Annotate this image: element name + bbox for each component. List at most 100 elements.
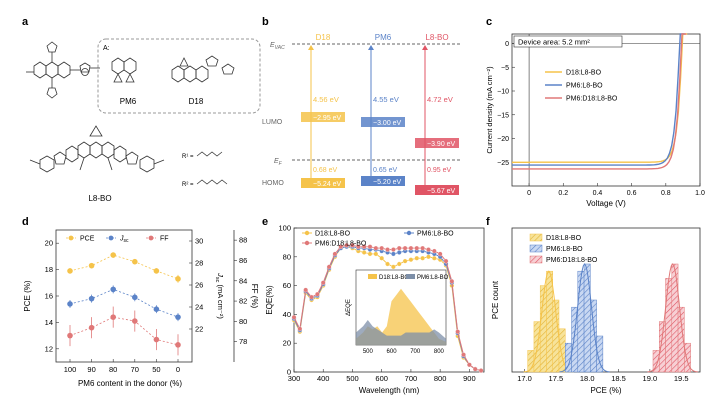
x-tick-label: 600 [375, 374, 388, 383]
eqe-point [291, 314, 297, 320]
jv-chart: 0 0.2 0.4 0.6 0.8 1.0 0 −5 −10 −15 −20 −25 Voltage (… [485, 33, 705, 208]
inset-x-tick-label: 600 [387, 349, 398, 355]
eqe-point [361, 250, 367, 255]
eqe-point [355, 244, 361, 250]
offset-label: 0.65 eV [373, 167, 397, 174]
panel-a: a A: [22, 16, 261, 203]
x-tick-label: 17.0 [517, 374, 532, 383]
r2-chain [196, 179, 228, 185]
histogram-bar [577, 270, 585, 373]
ef-label: EF [274, 158, 283, 167]
jv-curve-0 [512, 33, 688, 164]
y-tick-label: −15 [497, 112, 509, 119]
data-point [67, 268, 73, 274]
x-tick-label: 90 [87, 365, 95, 374]
lumo-bar [301, 112, 345, 122]
eqe-point [332, 251, 338, 257]
right2-tick-label: 84 [239, 276, 247, 285]
eqe-point [449, 278, 455, 284]
y-tick-label: −25 [497, 160, 509, 167]
histogram-bar [677, 306, 685, 373]
gap-label: 4.72 eV [427, 95, 453, 104]
x-tick-label: 900 [463, 374, 476, 383]
eqe-point [431, 255, 437, 261]
right1-tick-label: 30 [195, 237, 203, 246]
data-point [88, 295, 95, 302]
pm6-content-chart: 100 90 80 70 50 0 PM6 content in the donor (%)… [23, 229, 259, 388]
inset-area-1 [356, 320, 446, 345]
homo-value: −5.67 eV [427, 188, 456, 195]
eqe-point [426, 254, 431, 260]
inset-x-tick-label: 700 [410, 349, 421, 355]
y-tick-label: 60 [283, 281, 291, 290]
lumo-value: −3.00 eV [373, 120, 402, 127]
homo-bar [361, 176, 405, 186]
eqe-point [326, 264, 332, 270]
plot-frame [511, 227, 701, 373]
series-line-0 [69, 254, 179, 280]
eqe-point [437, 251, 443, 257]
panel-f: f 17.0 17.5 18.0 18.5 19.0 19.5 PCE (%) PCE cou… [486, 216, 701, 395]
l8bo-structure [29, 125, 165, 173]
x-tick-label: 17.5 [549, 374, 564, 383]
y-tick-label: −5 [501, 65, 509, 72]
energy-column-1: PM6 4.55 eV −3.00 eV −5.20 eV 0.65 eV [361, 33, 405, 186]
x-tick-label: 0 [176, 365, 180, 374]
data-point [153, 268, 160, 274]
eqe-point [478, 368, 484, 373]
x-tick-label: 19.0 [643, 374, 658, 383]
histogram-bar [684, 342, 691, 373]
legend-label-2: FF [160, 236, 169, 243]
right1-tick-label: 26 [195, 281, 203, 290]
data-point [110, 286, 116, 293]
legend-marker-0 [68, 235, 74, 241]
inset-legend-label-1: PM6:L8-BO [417, 275, 449, 281]
panel-label-d: d [22, 216, 29, 228]
jsc-j: J [216, 272, 225, 277]
column-title: L8-BO [425, 33, 448, 42]
eqe-point [414, 245, 420, 251]
x-tick-label: 0.6 [627, 190, 637, 197]
right1-tick-label: 22 [195, 325, 203, 334]
right2-tick-label: 78 [239, 337, 247, 346]
x-tick-label: 0.2 [558, 190, 568, 197]
homo-bar [301, 178, 345, 188]
panel-c: c 0 0.2 0.4 0.6 0.8 1.0 0 −5 −10 −15 −20 −25 Voltage… [485, 16, 705, 208]
panel-label-f: f [486, 216, 490, 228]
inset-legend-label-0: D18:L8-BO [379, 275, 409, 281]
data-point [153, 336, 160, 343]
eqe-point [297, 326, 303, 332]
eqe-point [402, 245, 408, 251]
legend-swatch-0 [529, 233, 543, 242]
offset-label: 0.68 eV [313, 167, 337, 174]
eqe-point [455, 329, 461, 335]
eqe-point [385, 261, 390, 267]
eqe-point [408, 245, 414, 251]
gap-label: 4.56 eV [313, 95, 339, 104]
y-tick-label: 12 [45, 344, 53, 353]
eqe-point [431, 248, 437, 254]
device-area-label: Device area: 5.2 mm² [518, 38, 590, 47]
legend-name: FF [160, 236, 169, 243]
legend-name: PCE [80, 236, 95, 243]
inset-legend-swatch-1 [406, 274, 415, 279]
eqe-point [420, 245, 425, 251]
histogram-bar [590, 299, 597, 373]
eqe-point [426, 247, 431, 252]
panel-e: e 300 400 500 600 700 800 900 0 20 40 60 80 100 Wavel… [262, 216, 485, 395]
data-point [132, 318, 138, 324]
plot-frame [55, 229, 193, 363]
y-tick-label: 14 [45, 318, 53, 327]
l8bo-label: L8-BO [88, 194, 111, 203]
y-tick-label: 20 [283, 339, 291, 348]
jv-curve-2 [512, 33, 687, 170]
y-axis-label: Current density (mA cm⁻²) [485, 66, 494, 154]
eqe-point [396, 245, 402, 251]
fit-curve-2 [647, 263, 698, 373]
y-axis-label: PCE count [491, 280, 500, 319]
jsc-sub: sc [214, 277, 220, 283]
eqe-point [320, 280, 326, 286]
legend-marker-1 [406, 230, 412, 236]
x-tick-label: 70 [131, 365, 139, 374]
x-axis-label: Voltage (V) [586, 199, 626, 208]
